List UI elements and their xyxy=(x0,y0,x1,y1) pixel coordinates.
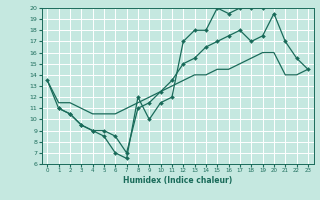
X-axis label: Humidex (Indice chaleur): Humidex (Indice chaleur) xyxy=(123,176,232,185)
